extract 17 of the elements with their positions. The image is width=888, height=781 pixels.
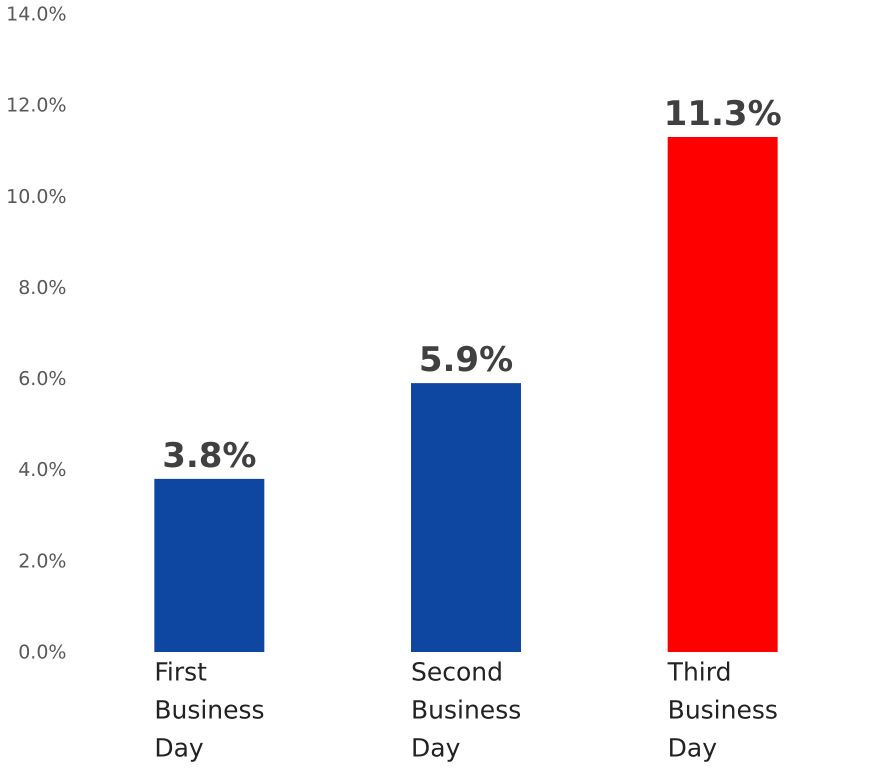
x-tick-label: Second Business Day: [411, 658, 522, 762]
y-tick-label: 6.0%: [18, 368, 66, 390]
bar: [154, 478, 264, 652]
data-label: 5.9%: [418, 340, 514, 380]
x-tick-label: Third Business Day: [666, 658, 778, 762]
y-tick-label: 12.0%: [6, 94, 66, 117]
bar: [668, 137, 778, 652]
y-tick-label: 4.0%: [18, 459, 66, 482]
y-tick-label: 8.0%: [18, 276, 66, 299]
bar: [411, 383, 521, 652]
data-label: 11.3%: [664, 94, 782, 134]
y-tick-label: 0.0%: [18, 642, 66, 664]
y-tick-label: 2.0%: [18, 550, 66, 572]
y-tick-label: 10.0%: [6, 186, 66, 208]
x-tick-label: First Business Day: [154, 658, 265, 762]
y-tick-label: 14.0%: [6, 4, 66, 26]
data-label: 3.8%: [162, 436, 256, 476]
